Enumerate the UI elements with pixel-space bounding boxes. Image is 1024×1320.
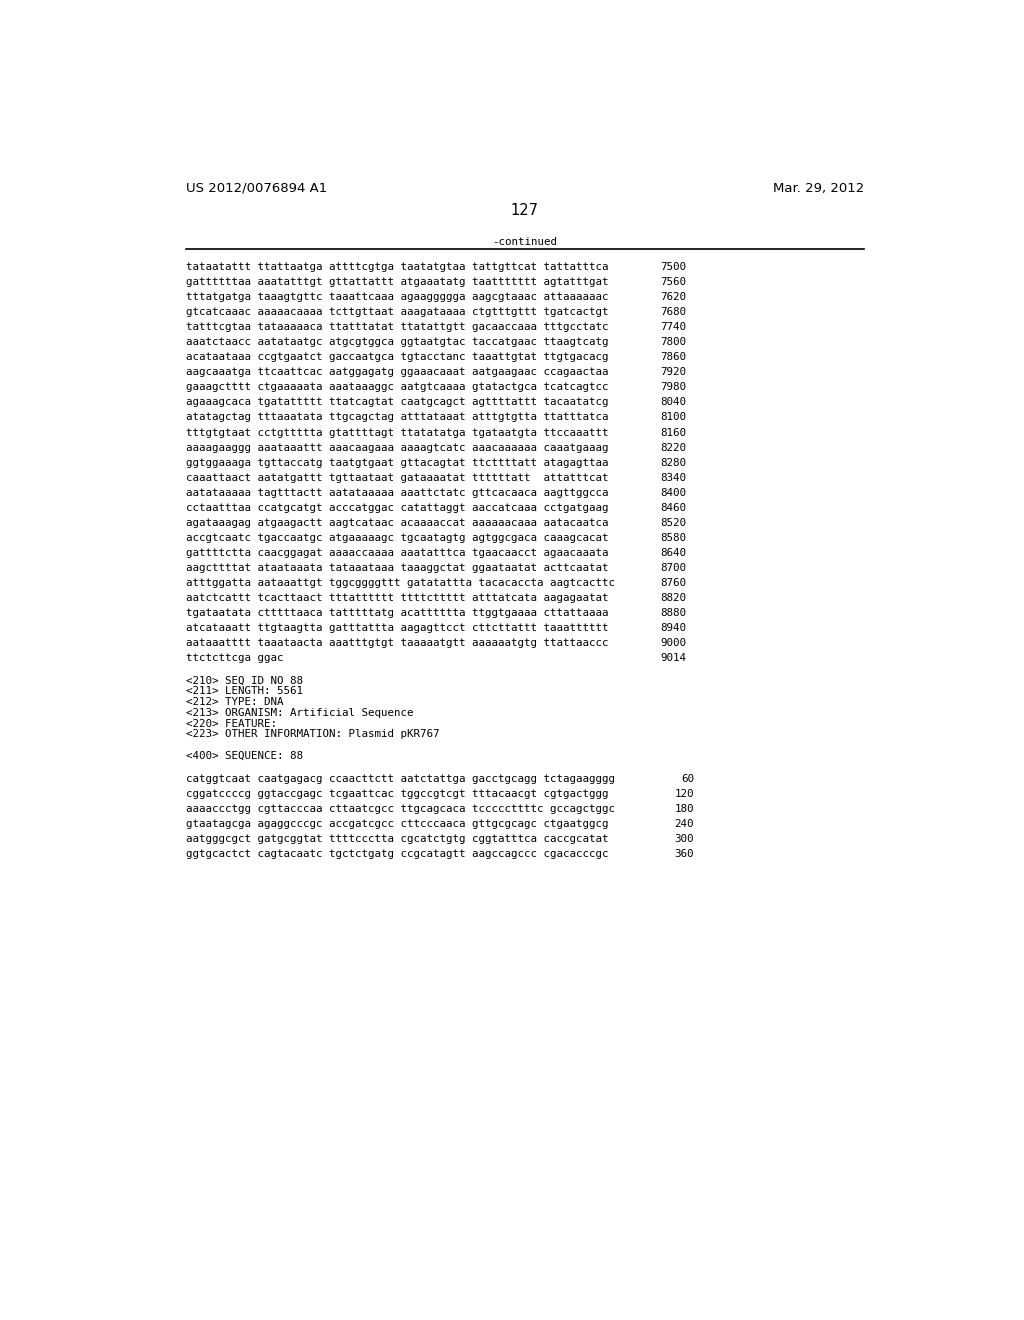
Text: 7680: 7680: [660, 308, 686, 317]
Text: catggtcaat caatgagacg ccaacttctt aatctattga gacctgcagg tctagaagggg: catggtcaat caatgagacg ccaacttctt aatctat…: [186, 774, 615, 784]
Text: aatgggcgct gatgcggtat ttttccctta cgcatctgtg cggtatttca caccgcatat: aatgggcgct gatgcggtat ttttccctta cgcatct…: [186, 834, 608, 843]
Text: acataataaa ccgtgaatct gaccaatgca tgtacctanc taaattgtat ttgtgacacg: acataataaa ccgtgaatct gaccaatgca tgtacct…: [186, 352, 608, 363]
Text: aaaaccctgg cgttacccaa cttaatcgcc ttgcagcaca tcccccttttc gccagctggc: aaaaccctgg cgttacccaa cttaatcgcc ttgcagc…: [186, 804, 615, 814]
Text: accgtcaatc tgaccaatgc atgaaaaagc tgcaatagtg agtggcgaca caaagcacat: accgtcaatc tgaccaatgc atgaaaaagc tgcaata…: [186, 533, 608, 543]
Text: aatataaaaa tagtttactt aatataaaaa aaattctatc gttcacaaca aagttggcca: aatataaaaa tagtttactt aatataaaaa aaattct…: [186, 487, 608, 498]
Text: ggtgcactct cagtacaatc tgctctgatg ccgcatagtt aagccagccc cgacacccgc: ggtgcactct cagtacaatc tgctctgatg ccgcata…: [186, 849, 608, 859]
Text: 8760: 8760: [660, 578, 686, 587]
Text: 120: 120: [674, 789, 693, 799]
Text: 8040: 8040: [660, 397, 686, 408]
Text: 8640: 8640: [660, 548, 686, 557]
Text: 7500: 7500: [660, 263, 686, 272]
Text: atttggatta aataaattgt tggcggggttt gatatattta tacacaccta aagtcacttc: atttggatta aataaattgt tggcggggttt gatata…: [186, 578, 615, 587]
Text: 127: 127: [511, 203, 539, 218]
Text: 240: 240: [674, 818, 693, 829]
Text: 8880: 8880: [660, 607, 686, 618]
Text: 7800: 7800: [660, 338, 686, 347]
Text: <210> SEQ ID NO 88: <210> SEQ ID NO 88: [186, 676, 303, 685]
Text: 7860: 7860: [660, 352, 686, 363]
Text: 8940: 8940: [660, 623, 686, 632]
Text: gattttttaa aaatatttgt gttattattt atgaaatatg taattttttt agtatttgat: gattttttaa aaatatttgt gttattattt atgaaat…: [186, 277, 608, 288]
Text: 7560: 7560: [660, 277, 686, 288]
Text: 8460: 8460: [660, 503, 686, 512]
Text: 9014: 9014: [660, 653, 686, 663]
Text: cggatccccg ggtaccgagc tcgaattcac tggccgtcgt tttacaacgt cgtgactggg: cggatccccg ggtaccgagc tcgaattcac tggccgt…: [186, 789, 608, 799]
Text: 8820: 8820: [660, 593, 686, 603]
Text: 8700: 8700: [660, 562, 686, 573]
Text: cctaatttaa ccatgcatgt acccatggac catattaggt aaccatcaaa cctgatgaag: cctaatttaa ccatgcatgt acccatggac catatta…: [186, 503, 608, 512]
Text: 8160: 8160: [660, 428, 686, 437]
Text: Mar. 29, 2012: Mar. 29, 2012: [773, 182, 864, 194]
Text: ggtggaaaga tgttaccatg taatgtgaat gttacagtat ttcttttatt atagagttaa: ggtggaaaga tgttaccatg taatgtgaat gttacag…: [186, 458, 608, 467]
Text: 7740: 7740: [660, 322, 686, 333]
Text: <211> LENGTH: 5561: <211> LENGTH: 5561: [186, 686, 303, 696]
Text: tataatattt ttattaatga attttcgtga taatatgtaa tattgttcat tattatttca: tataatattt ttattaatga attttcgtga taatatg…: [186, 263, 608, 272]
Text: aagcttttat ataataaata tataaataaa taaaggctat ggaataatat acttcaatat: aagcttttat ataataaata tataaataaa taaaggc…: [186, 562, 608, 573]
Text: 360: 360: [674, 849, 693, 859]
Text: <400> SEQUENCE: 88: <400> SEQUENCE: 88: [186, 751, 303, 760]
Text: 8280: 8280: [660, 458, 686, 467]
Text: aaatctaacc aatataatgc atgcgtggca ggtaatgtac taccatgaac ttaagtcatg: aaatctaacc aatataatgc atgcgtggca ggtaatg…: [186, 338, 608, 347]
Text: 8220: 8220: [660, 442, 686, 453]
Text: 60: 60: [681, 774, 693, 784]
Text: tttgtgtaat cctgttttta gtattttagt ttatatatga tgataatgta ttccaaattt: tttgtgtaat cctgttttta gtattttagt ttatata…: [186, 428, 608, 437]
Text: 8100: 8100: [660, 412, 686, 422]
Text: 9000: 9000: [660, 638, 686, 648]
Text: aaaagaaggg aaataaattt aaacaagaaa aaaagtcatc aaacaaaaaa caaatgaaag: aaaagaaggg aaataaattt aaacaagaaa aaaagtc…: [186, 442, 608, 453]
Text: 7620: 7620: [660, 293, 686, 302]
Text: tttatgatga taaagtgttc taaattcaaa agaaggggga aagcgtaaac attaaaaaac: tttatgatga taaagtgttc taaattcaaa agaaggg…: [186, 293, 608, 302]
Text: 300: 300: [674, 834, 693, 843]
Text: <223> OTHER INFORMATION: Plasmid pKR767: <223> OTHER INFORMATION: Plasmid pKR767: [186, 730, 439, 739]
Text: US 2012/0076894 A1: US 2012/0076894 A1: [186, 182, 328, 194]
Text: 7920: 7920: [660, 367, 686, 378]
Text: aagcaaatga ttcaattcac aatggagatg ggaaacaaat aatgaagaac ccagaactaa: aagcaaatga ttcaattcac aatggagatg ggaaaca…: [186, 367, 608, 378]
Text: caaattaact aatatgattt tgttaataat gataaaatat ttttttatt  attatttcat: caaattaact aatatgattt tgttaataat gataaaa…: [186, 473, 608, 483]
Text: agaaagcaca tgatattttt ttatcagtat caatgcagct agttttattt tacaatatcg: agaaagcaca tgatattttt ttatcagtat caatgca…: [186, 397, 608, 408]
Text: tgataatata ctttttaaca tatttttatg acatttttta ttggtgaaaa cttattaaaa: tgataatata ctttttaaca tatttttatg acatttt…: [186, 607, 608, 618]
Text: 8520: 8520: [660, 517, 686, 528]
Text: 8580: 8580: [660, 533, 686, 543]
Text: ttctcttcga ggac: ttctcttcga ggac: [186, 653, 284, 663]
Text: tatttcgtaa tataaaaaca ttatttatat ttatattgtt gacaaccaaa tttgcctatc: tatttcgtaa tataaaaaca ttatttatat ttatatt…: [186, 322, 608, 333]
Text: 8400: 8400: [660, 487, 686, 498]
Text: <220> FEATURE:: <220> FEATURE:: [186, 718, 278, 729]
Text: gtcatcaaac aaaaacaaaa tcttgttaat aaagataaaa ctgtttgttt tgatcactgt: gtcatcaaac aaaaacaaaa tcttgttaat aaagata…: [186, 308, 608, 317]
Text: <212> TYPE: DNA: <212> TYPE: DNA: [186, 697, 284, 708]
Text: gaaagctttt ctgaaaaata aaataaaggc aatgtcaaaa gtatactgca tcatcagtcc: gaaagctttt ctgaaaaata aaataaaggc aatgtca…: [186, 383, 608, 392]
Text: 180: 180: [674, 804, 693, 814]
Text: gtaatagcga agaggcccgc accgatcgcc cttcccaaca gttgcgcagc ctgaatggcg: gtaatagcga agaggcccgc accgatcgcc cttccca…: [186, 818, 608, 829]
Text: aataaatttt taaataacta aaatttgtgt taaaaatgtt aaaaaatgtg ttattaaccc: aataaatttt taaataacta aaatttgtgt taaaaat…: [186, 638, 608, 648]
Text: agataaagag atgaagactt aagtcataac acaaaaccat aaaaaacaaa aatacaatca: agataaagag atgaagactt aagtcataac acaaaac…: [186, 517, 608, 528]
Text: 8340: 8340: [660, 473, 686, 483]
Text: aatctcattt tcacttaact tttatttttt ttttcttttt atttatcata aagagaatat: aatctcattt tcacttaact tttatttttt ttttctt…: [186, 593, 608, 603]
Text: 7980: 7980: [660, 383, 686, 392]
Text: atcataaatt ttgtaagtta gatttattta aagagttcct cttcttattt taaatttttt: atcataaatt ttgtaagtta gatttattta aagagtt…: [186, 623, 608, 632]
Text: <213> ORGANISM: Artificial Sequence: <213> ORGANISM: Artificial Sequence: [186, 708, 414, 718]
Text: -continued: -continued: [493, 238, 557, 247]
Text: gattttctta caacggagat aaaaccaaaa aaatatttca tgaacaacct agaacaaata: gattttctta caacggagat aaaaccaaaa aaatatt…: [186, 548, 608, 557]
Text: atatagctag tttaaatata ttgcagctag atttataaat atttgtgtta ttatttatca: atatagctag tttaaatata ttgcagctag atttata…: [186, 412, 608, 422]
